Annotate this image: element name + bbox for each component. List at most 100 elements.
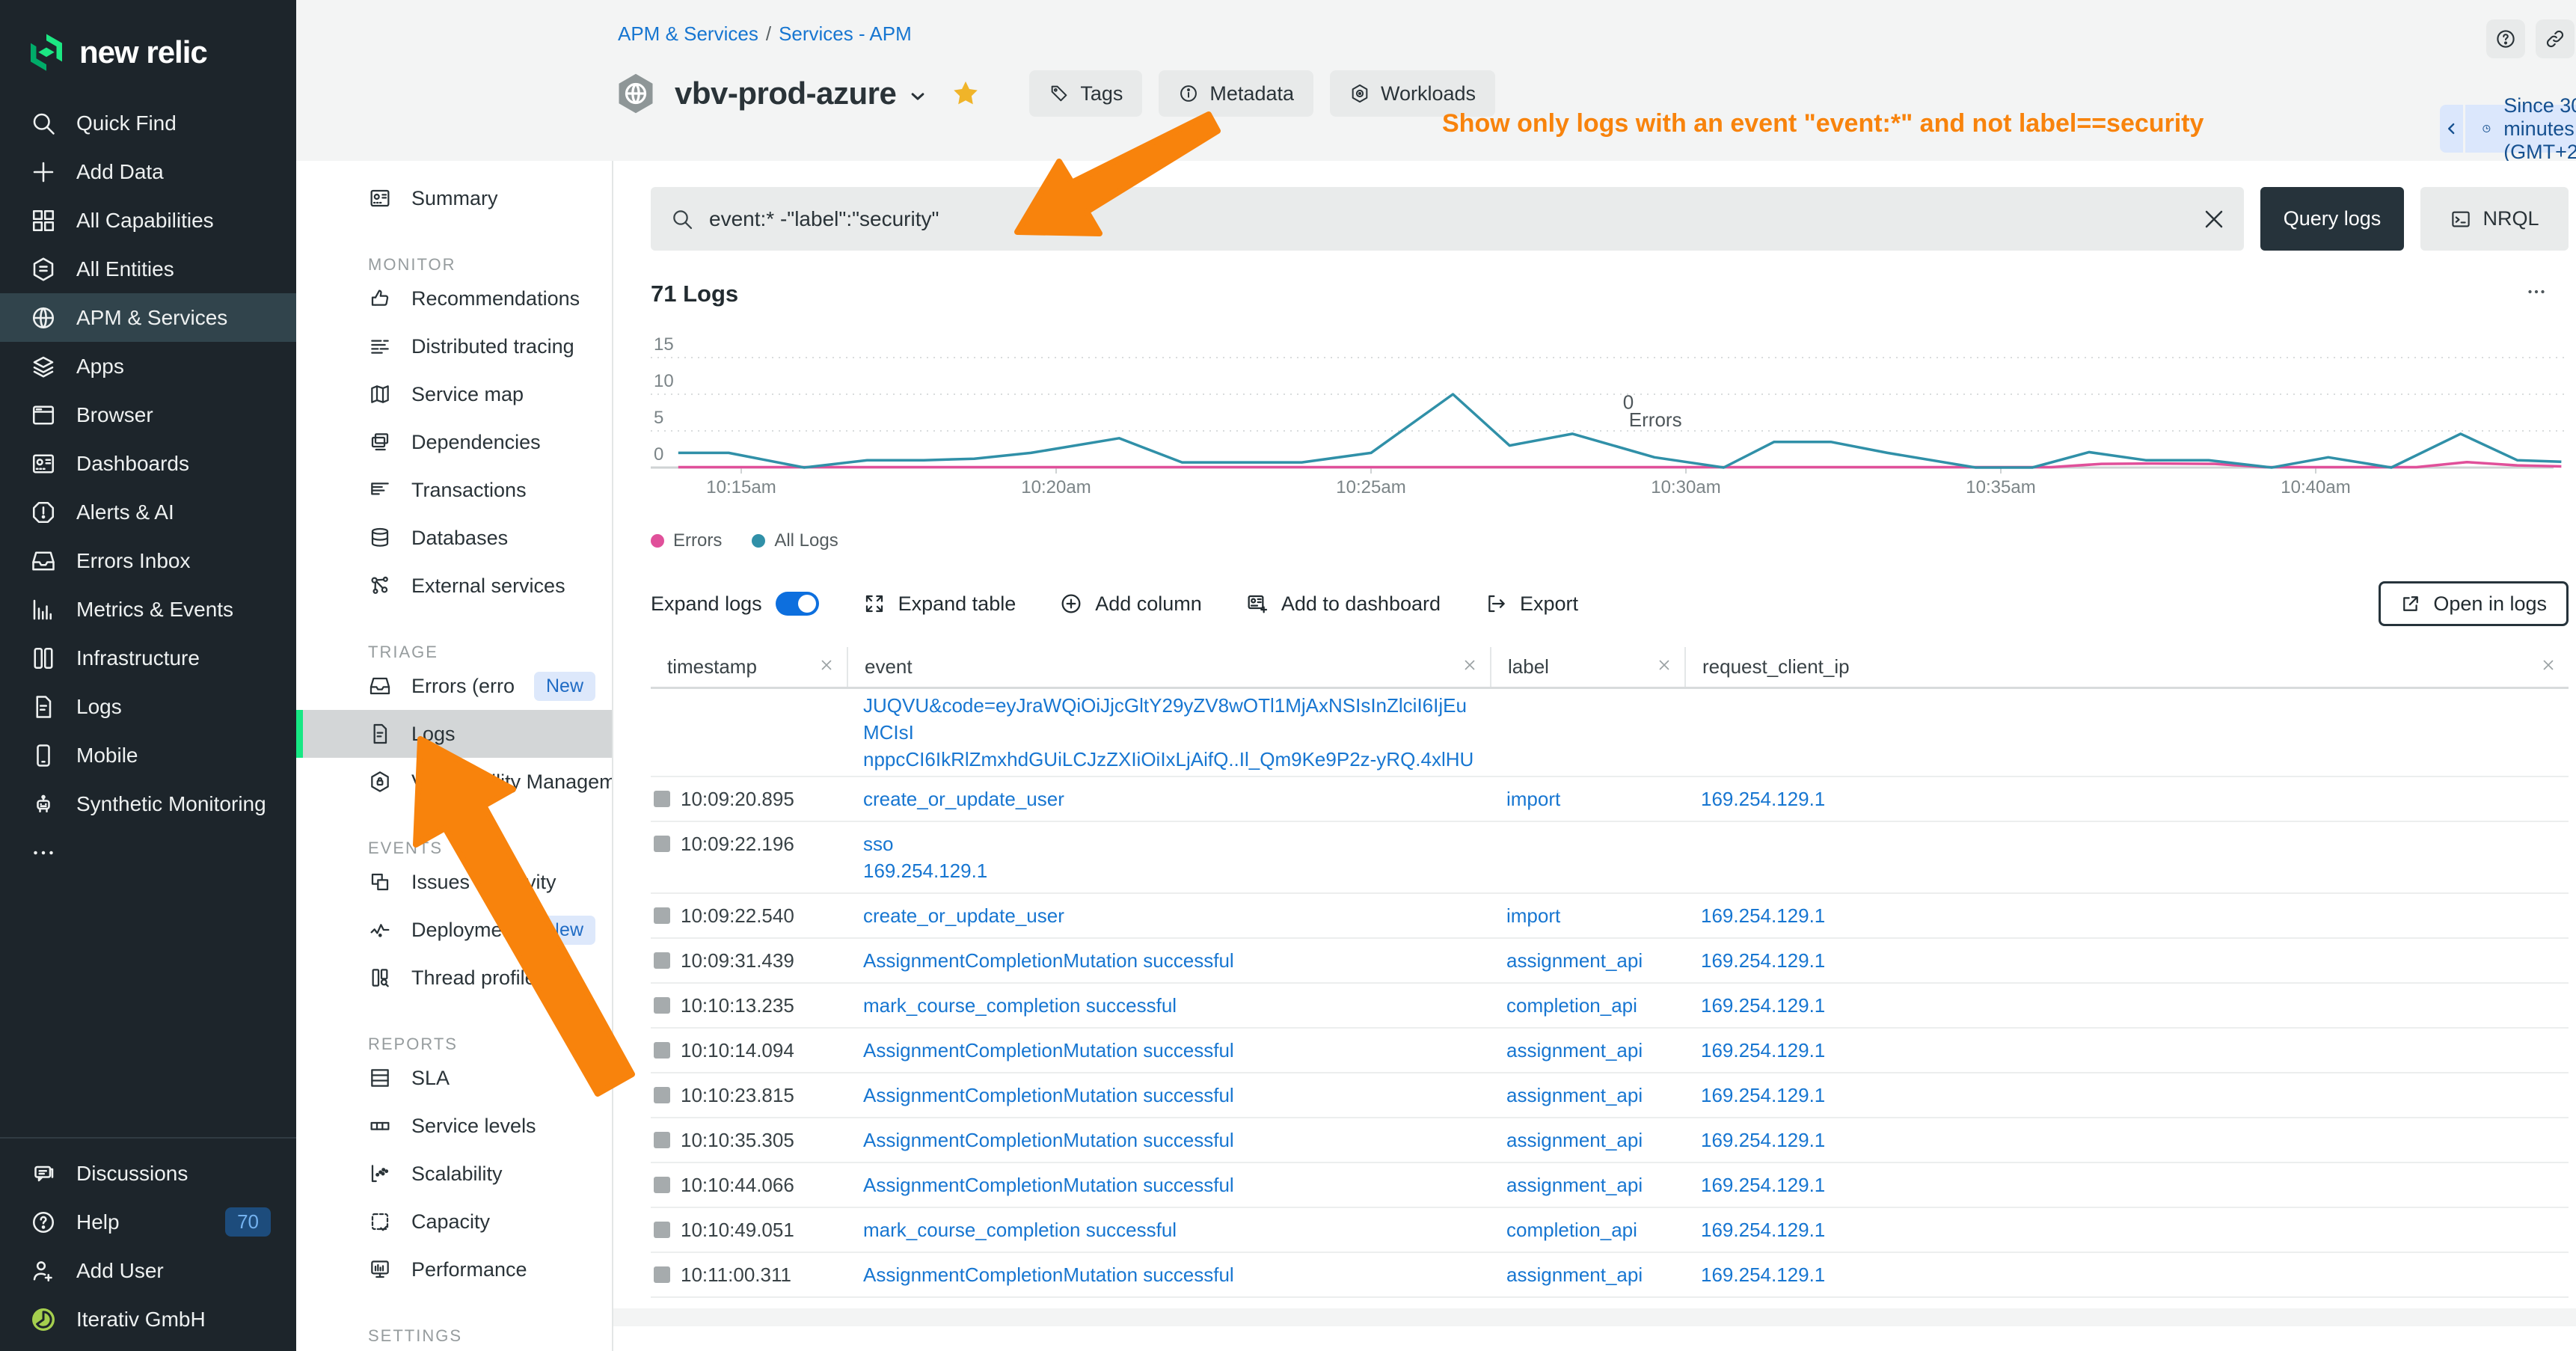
sidebar-item-all-entities[interactable]: All Entities <box>0 245 296 293</box>
subnav-item-transactions[interactable]: Transactions <box>296 466 612 514</box>
chart-overflow-menu-icon[interactable] <box>2524 279 2549 310</box>
export-button[interactable]: Export <box>1484 592 1578 616</box>
cell-event-link[interactable]: AssignmentCompletionMutation successful <box>847 1073 1490 1117</box>
table-row[interactable]: JUQVU&code=eyJraWQiOiJjcGltY29yZV8wOTl1M… <box>651 689 2569 777</box>
time-range-button[interactable]: Since 30 minutes ago (GMT+2) <box>2465 105 2576 153</box>
expand-table-button[interactable]: Expand table <box>862 592 1016 616</box>
cell-request-client-ip-link[interactable]: 169.254.129.1 <box>1684 939 2569 982</box>
row-marker-icon[interactable] <box>654 1222 670 1238</box>
legend-item-all-logs[interactable]: All Logs <box>752 530 838 551</box>
cell-request-client-ip-link[interactable]: 169.254.129.1 <box>1684 1029 2569 1072</box>
sidebar-item-add-user[interactable]: Add User <box>0 1246 296 1295</box>
cell-label-link[interactable]: assignment_api <box>1490 1253 1684 1296</box>
subnav-item-thread-profiler[interactable]: Thread profiler <box>296 954 612 1002</box>
subnav-item-issues-activity[interactable]: Issues & activity <box>296 858 612 906</box>
sidebar-item-metrics-events[interactable]: Metrics & Events <box>0 585 296 634</box>
subnav-item-logs[interactable]: Logs <box>296 710 612 758</box>
subnav-item-errors-inbox[interactable]: Errors (errors inb...New <box>296 662 612 710</box>
row-marker-icon[interactable] <box>654 791 670 807</box>
subnav-item-external-services[interactable]: External services <box>296 562 612 610</box>
row-marker-icon[interactable] <box>654 1042 670 1059</box>
cell-request-client-ip-link[interactable]: 169.254.129.1 <box>1684 1163 2569 1207</box>
nrql-button[interactable]: NRQL <box>2420 187 2569 251</box>
cell-label-link[interactable]: import <box>1490 894 1684 937</box>
expand-logs-toggle[interactable] <box>776 592 819 616</box>
subnav-item-vulnerability-management[interactable]: Vulnerability Management <box>296 758 612 806</box>
subnav-item-dependencies[interactable]: Dependencies <box>296 418 612 466</box>
cell-request-client-ip-link[interactable]: 169.254.129.1 <box>1684 1118 2569 1162</box>
cell-label-link[interactable]: assignment_api <box>1490 1073 1684 1117</box>
remove-column-icon[interactable] <box>1462 655 1478 678</box>
log-query-bar[interactable] <box>651 187 2244 251</box>
sidebar-item-mobile[interactable]: Mobile <box>0 731 296 779</box>
row-marker-icon[interactable] <box>654 1087 670 1103</box>
clear-query-icon[interactable] <box>2199 204 2229 234</box>
time-back-button[interactable] <box>2440 105 2463 153</box>
subnav-item-databases[interactable]: Databases <box>296 514 612 562</box>
table-row[interactable]: 10:09:20.895create_or_update_userimport1… <box>651 777 2569 822</box>
sidebar-item-logs[interactable]: Logs <box>0 682 296 731</box>
sidebar-item-infrastructure[interactable]: Infrastructure <box>0 634 296 682</box>
sidebar-item-browser[interactable]: Browser <box>0 390 296 439</box>
cell-label-link[interactable]: completion_api <box>1490 984 1684 1027</box>
row-marker-icon[interactable] <box>654 836 670 852</box>
cell-request-client-ip-link[interactable]: 169.254.129.1 <box>863 857 1478 884</box>
chevron-down-icon[interactable] <box>907 85 929 108</box>
open-in-logs-button[interactable]: Open in logs <box>2379 581 2569 626</box>
column-header-request_client_ip[interactable]: request_client_ip <box>1684 647 2569 687</box>
tags-button[interactable]: Tags <box>1029 70 1142 117</box>
sidebar-item-account[interactable]: Iterativ GmbH <box>0 1295 296 1344</box>
subnav-item-performance[interactable]: Performance <box>296 1246 612 1293</box>
cell-label-link[interactable]: assignment_api <box>1490 939 1684 982</box>
column-header-timestamp[interactable]: timestamp <box>651 647 847 687</box>
add-to-dashboard-button[interactable]: Add to dashboard <box>1245 592 1441 616</box>
sidebar-item-more[interactable] <box>0 828 296 877</box>
log-query-input[interactable] <box>709 207 2184 231</box>
cell-label-link[interactable]: import <box>1490 777 1684 821</box>
row-marker-icon[interactable] <box>654 997 670 1014</box>
remove-column-icon[interactable] <box>1656 655 1672 678</box>
cell-event-link[interactable]: AssignmentCompletionMutation successful <box>847 1118 1490 1162</box>
cell-event-link[interactable]: AssignmentCompletionMutation successful <box>847 1163 1490 1207</box>
breadcrumb-link-apm[interactable]: APM & Services <box>618 22 758 45</box>
sidebar-item-add-data[interactable]: Add Data <box>0 147 296 196</box>
breadcrumb-link-services[interactable]: Services - APM <box>779 22 912 45</box>
table-row[interactable]: 10:11:00.311AssignmentCompletionMutation… <box>651 1253 2569 1298</box>
remove-column-icon[interactable] <box>2540 655 2557 678</box>
favorite-star-icon[interactable] <box>950 78 981 109</box>
row-marker-icon[interactable] <box>654 1266 670 1283</box>
table-row[interactable]: 10:10:13.235mark_course_completion succe… <box>651 984 2569 1029</box>
cell-request-client-ip-link[interactable]: 169.254.129.1 <box>1684 894 2569 937</box>
subnav-item-scalability[interactable]: Scalability <box>296 1150 612 1198</box>
table-row[interactable]: 10:09:22.196sso169.254.129.1 <box>651 822 2569 894</box>
cell-request-client-ip-link[interactable]: 169.254.129.1 <box>1684 1208 2569 1252</box>
table-row[interactable]: 10:10:14.094AssignmentCompletionMutation… <box>651 1029 2569 1073</box>
sidebar-item-discussions[interactable]: Discussions <box>0 1149 296 1198</box>
cell-event-link[interactable]: AssignmentCompletionMutation successful <box>847 939 1490 982</box>
sidebar-item-all-capabilities[interactable]: All Capabilities <box>0 196 296 245</box>
subnav-item-recommendations[interactable]: Recommendations <box>296 275 612 322</box>
sidebar-item-help[interactable]: Help70 <box>0 1198 296 1246</box>
add-column-button[interactable]: Add column <box>1059 592 1202 616</box>
cell-request-client-ip-link[interactable] <box>1684 689 2569 776</box>
sidebar-item-synthetic-monitoring[interactable]: Synthetic Monitoring <box>0 779 296 828</box>
column-header-event[interactable]: event <box>847 647 1490 687</box>
subnav-item-service-map[interactable]: Service map <box>296 370 612 418</box>
row-marker-icon[interactable] <box>654 907 670 924</box>
help-button[interactable] <box>2486 19 2525 58</box>
copy-link-button[interactable] <box>2536 19 2575 58</box>
cell-event-link[interactable]: mark_course_completion successful <box>847 984 1490 1027</box>
cell-label-link[interactable]: assignment_api <box>1490 1118 1684 1162</box>
subnav-item-sla[interactable]: SLA <box>296 1054 612 1102</box>
table-row[interactable]: 10:10:35.305AssignmentCompletionMutation… <box>651 1118 2569 1163</box>
table-row[interactable]: 10:10:49.051mark_course_completion succe… <box>651 1208 2569 1253</box>
cell-event-link[interactable]: AssignmentCompletionMutation successful <box>847 1029 1490 1072</box>
sidebar-item-alerts-ai[interactable]: Alerts & AI <box>0 488 296 536</box>
row-marker-icon[interactable] <box>654 1132 670 1148</box>
cell-label-link[interactable]: assignment_api <box>1490 1163 1684 1207</box>
cell-label-link[interactable] <box>1490 689 1684 776</box>
query-logs-button[interactable]: Query logs <box>2260 187 2404 251</box>
cell-label-link[interactable]: sso <box>863 830 1058 857</box>
sidebar-item-quick-find[interactable]: Quick Find <box>0 99 296 147</box>
table-row[interactable]: 10:10:44.066AssignmentCompletionMutation… <box>651 1163 2569 1208</box>
